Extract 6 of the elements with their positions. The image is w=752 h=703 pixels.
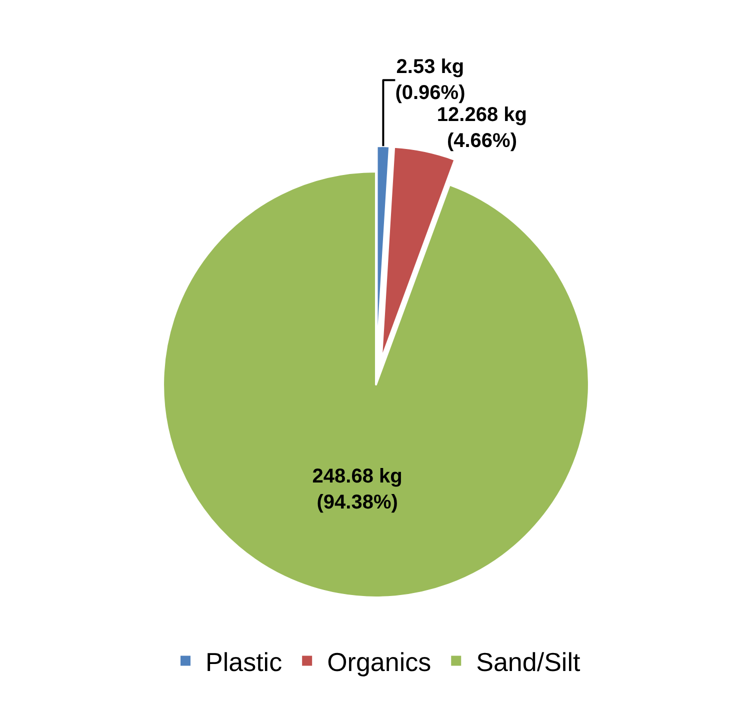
- legend-label: Organics: [327, 646, 432, 677]
- data-label: 2.53 kg (0.96%): [395, 56, 466, 104]
- data-label: 248.68 kg (94.38%): [312, 465, 402, 514]
- legend-label: Plastic: [206, 646, 282, 677]
- legend-label: Sand/Silt: [476, 646, 581, 677]
- data-label: 12.268 kg (4.66%): [436, 104, 528, 152]
